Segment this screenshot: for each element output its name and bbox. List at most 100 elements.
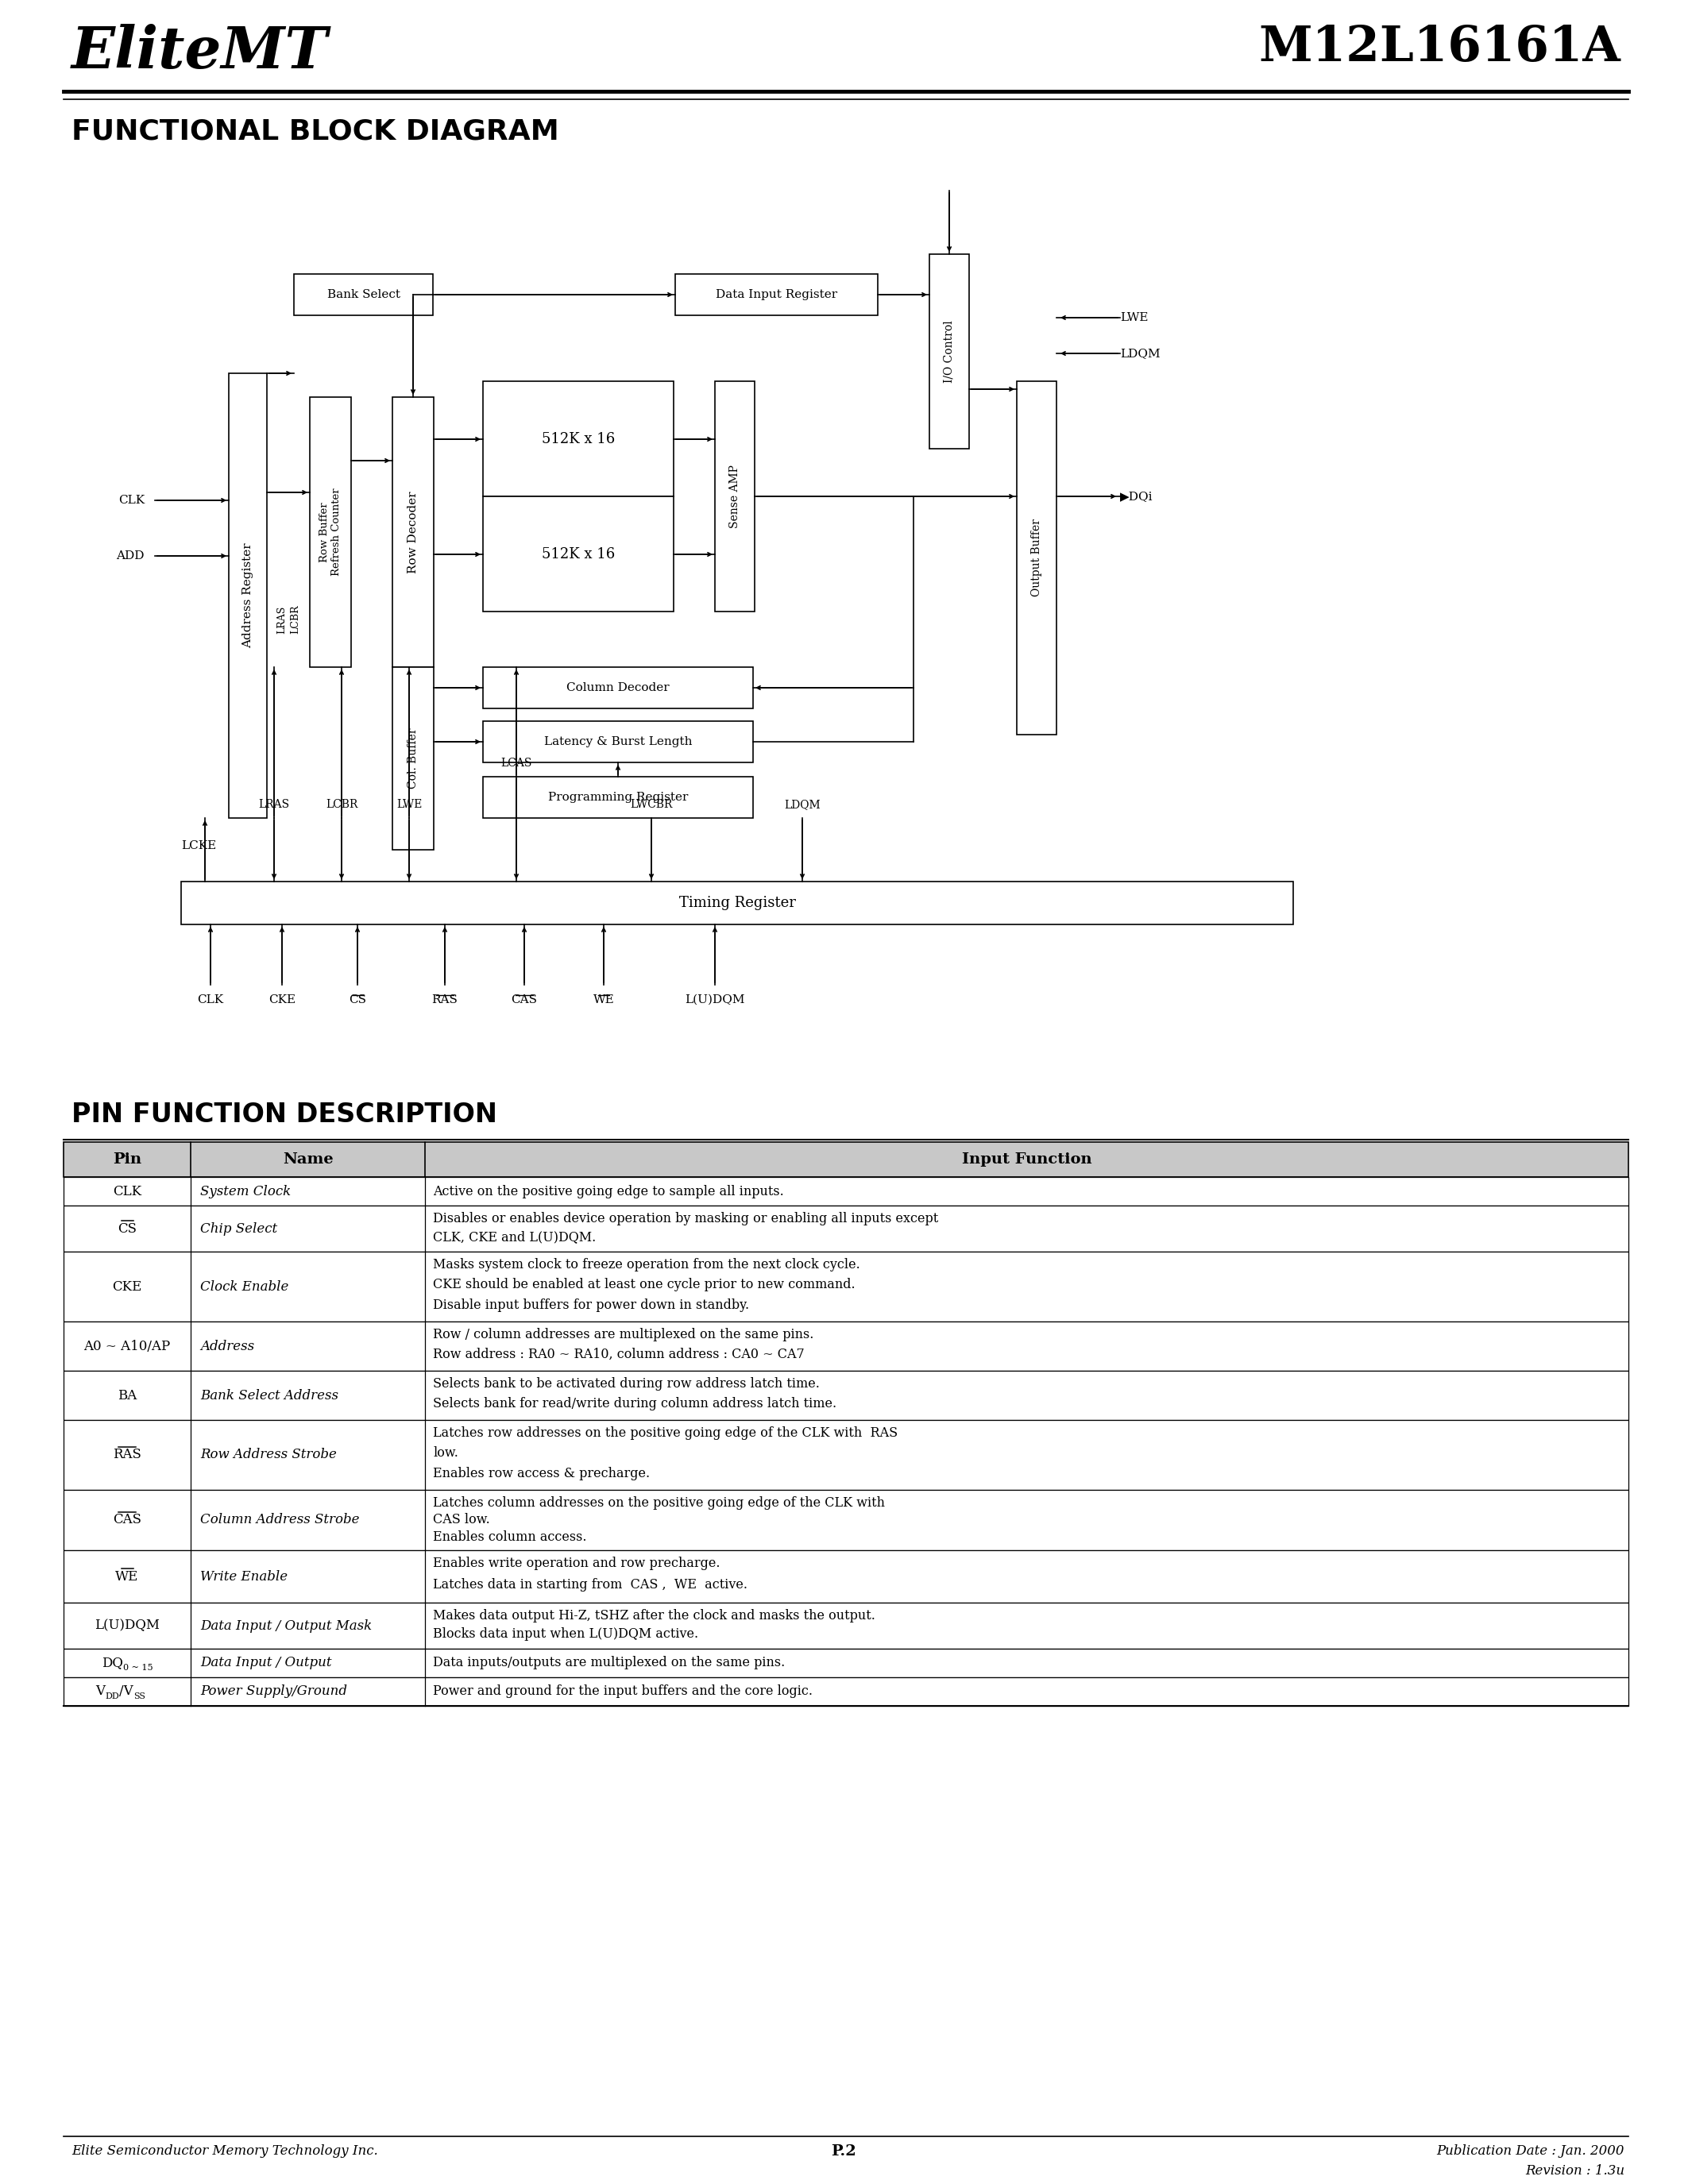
Text: EliteMT: EliteMT	[71, 24, 327, 81]
Bar	[311, 397, 351, 666]
Bar	[483, 666, 753, 708]
Text: Selects bank for read/write during column address latch time.: Selects bank for read/write during colum…	[432, 1398, 837, 1411]
Bar	[64, 1142, 1629, 1177]
Bar	[1016, 382, 1057, 734]
Text: Revision : 1.3u: Revision : 1.3u	[1524, 2164, 1624, 2177]
Text: I/O Control: I/O Control	[944, 321, 955, 382]
Text: Data Input / Output: Data Input / Output	[201, 1655, 331, 1671]
Text: Data Input / Output Mask: Data Input / Output Mask	[201, 1618, 371, 1631]
Text: V: V	[95, 1684, 105, 1699]
Text: DD: DD	[105, 1693, 118, 1701]
Text: Masks system clock to freeze operation from the next clock cycle.: Masks system clock to freeze operation f…	[432, 1258, 861, 1271]
Text: SS: SS	[133, 1693, 145, 1701]
Text: CKE: CKE	[268, 994, 295, 1005]
Text: Timing Register: Timing Register	[679, 895, 795, 911]
Text: Latches data in starting from  CAS ,  WE  active.: Latches data in starting from CAS , WE a…	[432, 1579, 748, 1592]
Text: 512K x 16: 512K x 16	[542, 546, 614, 561]
Text: Chip Select: Chip Select	[201, 1221, 277, 1236]
Text: Publication Date : Jan. 2000: Publication Date : Jan. 2000	[1436, 2145, 1624, 2158]
Text: CS: CS	[349, 994, 366, 1005]
Text: RAS: RAS	[113, 1448, 142, 1461]
Text: CLK: CLK	[113, 1184, 142, 1199]
Bar	[675, 273, 878, 314]
Text: CAS: CAS	[511, 994, 537, 1005]
Bar	[64, 1177, 1629, 1206]
Bar	[64, 1251, 1629, 1321]
Bar	[716, 382, 755, 612]
Text: P.2: P.2	[830, 2145, 856, 2158]
Text: LDQM: LDQM	[785, 799, 820, 810]
Text: CKE should be enabled at least one cycle prior to new command.: CKE should be enabled at least one cycle…	[432, 1278, 856, 1291]
Bar	[230, 373, 267, 819]
Text: Power and ground for the input buffers and the core logic.: Power and ground for the input buffers a…	[432, 1684, 812, 1699]
Text: CLK: CLK	[197, 994, 223, 1005]
Text: CKE: CKE	[111, 1280, 142, 1293]
Text: CAS: CAS	[113, 1514, 142, 1527]
Text: ▶DQi: ▶DQi	[1121, 491, 1153, 502]
Text: Latency & Burst Length: Latency & Burst Length	[544, 736, 692, 747]
Text: Bank Select: Bank Select	[327, 288, 400, 299]
Bar	[483, 778, 753, 819]
Text: LDQM: LDQM	[1121, 347, 1160, 358]
Text: Row address : RA0 ~ RA10, column address : CA0 ~ CA7: Row address : RA0 ~ RA10, column address…	[432, 1348, 805, 1361]
Text: Address Register: Address Register	[243, 544, 253, 649]
Text: Input Function: Input Function	[962, 1153, 1092, 1166]
Text: CLK: CLK	[118, 496, 145, 507]
Text: L(U)DQM: L(U)DQM	[95, 1618, 160, 1631]
Bar	[64, 1677, 1629, 1706]
Text: LCBR: LCBR	[290, 605, 300, 633]
Text: Row Buffer
Refresh Counter: Row Buffer Refresh Counter	[319, 489, 341, 577]
Text: Pin: Pin	[113, 1153, 142, 1166]
Text: Column Decoder: Column Decoder	[567, 681, 670, 692]
Text: Data inputs/outputs are multiplexed on the same pins.: Data inputs/outputs are multiplexed on t…	[432, 1655, 785, 1671]
Text: Selects bank to be activated during row address latch time.: Selects bank to be activated during row …	[432, 1378, 820, 1391]
Bar	[392, 397, 434, 666]
Bar	[64, 1603, 1629, 1649]
Text: Col. Buffer: Col. Buffer	[407, 727, 419, 788]
Text: WE: WE	[592, 994, 614, 1005]
Text: low.: low.	[432, 1446, 457, 1459]
Text: Elite Semiconductor Memory Technology Inc.: Elite Semiconductor Memory Technology In…	[71, 2145, 378, 2158]
Bar	[181, 882, 1293, 924]
Text: DQ: DQ	[101, 1655, 123, 1671]
Text: WE: WE	[115, 1570, 138, 1583]
Text: Enables row access & precharge.: Enables row access & precharge.	[432, 1468, 650, 1481]
Text: LCBR: LCBR	[326, 799, 358, 810]
Text: LCKE: LCKE	[181, 841, 216, 852]
Text: LRAS: LRAS	[258, 799, 290, 810]
Text: 512K x 16: 512K x 16	[542, 432, 614, 446]
Text: Enables write operation and row precharge.: Enables write operation and row precharg…	[432, 1557, 721, 1570]
Text: LRAS: LRAS	[277, 605, 287, 633]
Text: Data Input Register: Data Input Register	[716, 288, 837, 299]
Text: Disable input buffers for power down in standby.: Disable input buffers for power down in …	[432, 1297, 749, 1313]
Text: Name: Name	[282, 1153, 333, 1166]
Text: CLK, CKE and L(U)DQM.: CLK, CKE and L(U)DQM.	[432, 1230, 596, 1243]
Bar	[64, 1489, 1629, 1551]
Text: Output Buffer: Output Buffer	[1031, 520, 1041, 596]
Text: LWE: LWE	[397, 799, 422, 810]
Bar	[483, 382, 674, 496]
Text: A0 ~ A10/AP: A0 ~ A10/AP	[84, 1339, 170, 1352]
Text: Blocks data input when L(U)DQM active.: Blocks data input when L(U)DQM active.	[432, 1627, 699, 1640]
Bar	[483, 496, 674, 612]
Text: Active on the positive going edge to sample all inputs.: Active on the positive going edge to sam…	[432, 1184, 783, 1199]
Text: Disables or enables device operation by masking or enabling all inputs except: Disables or enables device operation by …	[432, 1212, 939, 1225]
Text: Write Enable: Write Enable	[201, 1570, 287, 1583]
Text: System Clock: System Clock	[201, 1184, 290, 1199]
Text: LWCBR: LWCBR	[630, 799, 672, 810]
Bar	[64, 1649, 1629, 1677]
Bar	[64, 1206, 1629, 1251]
Text: Power Supply/Ground: Power Supply/Ground	[201, 1684, 348, 1699]
Bar	[483, 721, 753, 762]
Text: LCAS: LCAS	[501, 758, 532, 769]
Text: Latches row addresses on the positive going edge of the CLK with  RAS: Latches row addresses on the positive go…	[432, 1426, 898, 1439]
Text: Bank Select Address: Bank Select Address	[201, 1389, 338, 1402]
Bar	[64, 1372, 1629, 1420]
Text: Row Decoder: Row Decoder	[407, 491, 419, 572]
Text: RAS: RAS	[432, 994, 457, 1005]
Text: PIN FUNCTION DESCRIPTION: PIN FUNCTION DESCRIPTION	[71, 1101, 498, 1127]
Bar	[64, 1321, 1629, 1372]
Bar	[64, 1420, 1629, 1489]
Text: Row Address Strobe: Row Address Strobe	[201, 1448, 336, 1461]
Text: Address: Address	[201, 1339, 255, 1352]
